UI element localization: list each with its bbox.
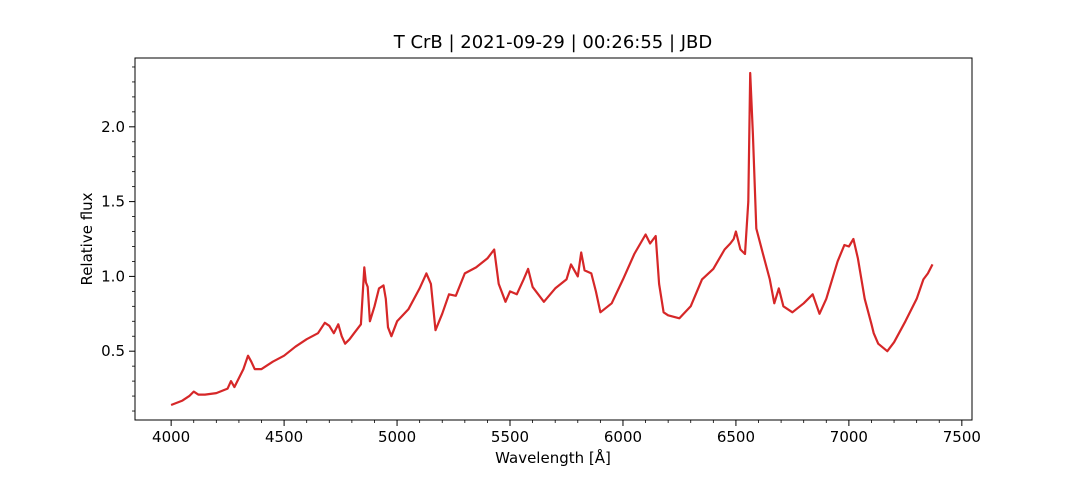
x-tick-label-7000: 7000 [830,428,868,446]
plot-area [170,71,934,407]
x-tick-label-4000: 4000 [152,428,190,446]
x-tick-label-6500: 6500 [717,428,755,446]
y-tick-label-1: 1.0 [101,267,125,285]
spectrum-line-0 [170,71,934,407]
x-axis-label: Wavelength [Å] [495,448,611,467]
x-tick-label-7500: 7500 [943,428,981,446]
x-tick-label-4500: 4500 [265,428,303,446]
plot-frame [134,57,973,421]
x-tick-label-5500: 5500 [491,428,529,446]
x-tick-label-6000: 6000 [604,428,642,446]
chart-title: T CrB | 2021-09-29 | 00:26:55 | JBD [393,32,713,53]
y-axis-label: Relative flux [78,192,96,285]
axis-ticks: 4000 4500 5000 5500 6000 6500 7000 7500 0.5 1.0 1.… [101,66,981,446]
y-tick-label-1.5: 1.5 [101,193,125,211]
y-tick-label-2: 2.0 [101,118,125,136]
y-tick-label-0.5: 0.5 [101,342,125,360]
x-tick-label-5000: 5000 [378,428,416,446]
